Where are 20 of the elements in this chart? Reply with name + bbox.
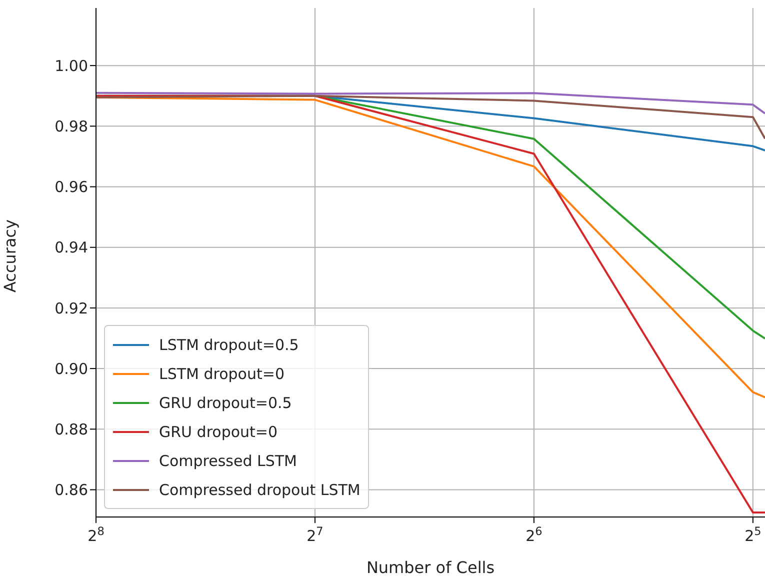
x-axis-title: Number of Cells (366, 558, 495, 577)
y-tick-label: 0.86 (54, 481, 88, 500)
legend-label: LSTM dropout=0 (159, 364, 284, 382)
legend-label: GRU dropout=0 (159, 422, 278, 440)
x-tick-label: 2$^{7}$ (306, 524, 324, 545)
y-tick-label: 0.96 (54, 178, 88, 196)
y-tick-label: 0.94 (54, 238, 88, 257)
y-axis-title: Accuracy (0, 219, 20, 292)
y-tick-label: 0.90 (54, 360, 88, 378)
legend-label: Compressed LSTM (159, 452, 297, 470)
x-tick-label: 2$^{5}$ (744, 524, 762, 545)
y-tick-label: 0.98 (54, 117, 88, 136)
legend-label: Compressed dropout LSTM (159, 480, 360, 498)
legend-label: GRU dropout=0.5 (159, 394, 292, 412)
x-tick-label: 2$^{6}$ (526, 524, 542, 545)
x-tick-label: 2$^{8}$ (88, 524, 104, 545)
y-tick-label: 1.00 (54, 56, 88, 75)
y-tick-label: 0.92 (54, 299, 88, 318)
y-tick-label: 0.88 (54, 420, 88, 438)
legend-label: LSTM dropout=0.5 (159, 336, 299, 354)
